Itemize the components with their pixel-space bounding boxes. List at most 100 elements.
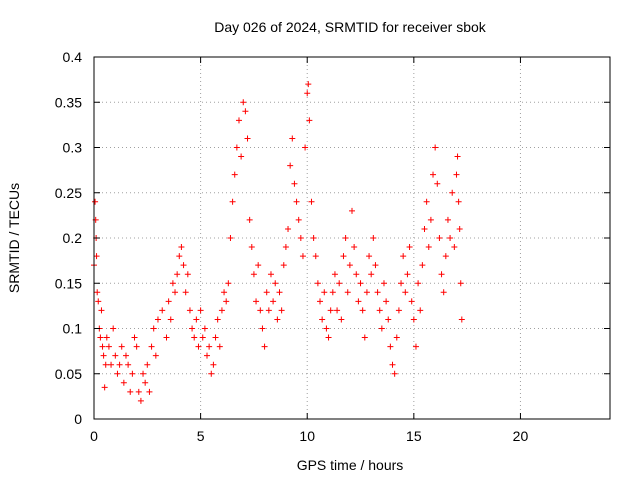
data-point (391, 370, 398, 377)
plot-frame (93, 56, 611, 420)
y-tick-label: 0.3 (63, 140, 83, 156)
data-point (287, 162, 294, 169)
data-point (180, 262, 187, 269)
data-point (338, 316, 345, 323)
data-point (289, 135, 296, 142)
data-point (231, 171, 238, 178)
data-point (376, 307, 383, 314)
data-point (334, 307, 341, 314)
data-point (174, 271, 181, 278)
data-point (342, 235, 349, 241)
data-point (454, 153, 461, 160)
data-point (146, 388, 153, 395)
data-point (172, 289, 179, 296)
data-point (344, 289, 351, 296)
data-point (438, 271, 445, 278)
data-point (278, 307, 285, 314)
data-point (186, 307, 193, 314)
data-point (210, 361, 217, 368)
data-point (305, 81, 312, 88)
data-point (270, 298, 277, 305)
data-point (276, 289, 283, 296)
data-point (169, 280, 176, 287)
data-point (259, 325, 266, 332)
data-point (336, 280, 343, 287)
data-point (361, 334, 368, 341)
data-point (206, 343, 213, 350)
data-point (444, 216, 451, 223)
data-point (400, 253, 407, 260)
data-point (176, 253, 183, 260)
data-point (197, 307, 204, 314)
data-point (112, 352, 119, 359)
data-point (131, 334, 138, 341)
data-point (406, 244, 413, 251)
data-point (120, 379, 127, 386)
x-tick-label: 5 (197, 428, 205, 444)
data-point (453, 171, 460, 178)
y-tick-label: 0.35 (55, 94, 82, 110)
data-point (374, 289, 381, 296)
data-point (199, 334, 206, 341)
data-point (282, 244, 289, 251)
data-point (410, 316, 417, 323)
data-point (321, 289, 328, 296)
y-tick-label: 0.4 (63, 49, 83, 65)
data-point (329, 289, 336, 296)
data-point (99, 343, 106, 350)
data-point (248, 244, 255, 251)
data-point (150, 325, 157, 332)
data-point (137, 397, 144, 404)
data-point (233, 144, 240, 151)
data-point (308, 198, 315, 205)
data-point (110, 325, 117, 332)
data-point (223, 298, 230, 305)
data-point (299, 253, 306, 260)
data-point (250, 271, 257, 278)
data-point (389, 361, 396, 368)
data-point (229, 198, 236, 205)
data-point (105, 343, 112, 350)
data-point (363, 289, 370, 296)
data-point (383, 298, 390, 305)
data-point (98, 307, 105, 314)
data-point (455, 198, 462, 205)
axis-ticks: 0 5 10 15 20 0 0.05 0.1 0.15 0.2 0.25 0.3 0.35 0.4 (55, 49, 610, 444)
data-point (366, 253, 373, 260)
data-point (100, 352, 107, 359)
data-point (295, 216, 302, 223)
data-point (216, 343, 223, 350)
data-point (355, 298, 362, 305)
data-point (263, 289, 270, 296)
data-point (359, 307, 366, 314)
y-tick-label: 0.1 (63, 321, 83, 337)
data-point (408, 298, 415, 305)
data-point (257, 307, 264, 314)
data-point (221, 289, 228, 296)
data-point (238, 153, 245, 160)
data-point (191, 334, 198, 341)
data-points (91, 81, 465, 404)
data-point (182, 289, 189, 296)
data-point (144, 361, 151, 368)
data-point (285, 225, 292, 232)
data-point (163, 334, 170, 341)
data-point (214, 316, 221, 323)
data-point (293, 198, 300, 205)
data-point (94, 289, 101, 296)
data-point (319, 316, 326, 323)
data-point (280, 262, 287, 269)
data-point (95, 298, 102, 305)
data-point (208, 370, 215, 377)
data-point (395, 307, 402, 314)
data-point (302, 144, 309, 151)
data-point (421, 225, 428, 232)
data-point (184, 271, 191, 278)
data-point (272, 280, 279, 287)
data-point (195, 343, 202, 350)
data-point (103, 334, 110, 341)
data-point (370, 235, 377, 241)
data-point (349, 207, 355, 214)
data-point (167, 316, 174, 323)
x-tick-label: 10 (299, 428, 315, 444)
